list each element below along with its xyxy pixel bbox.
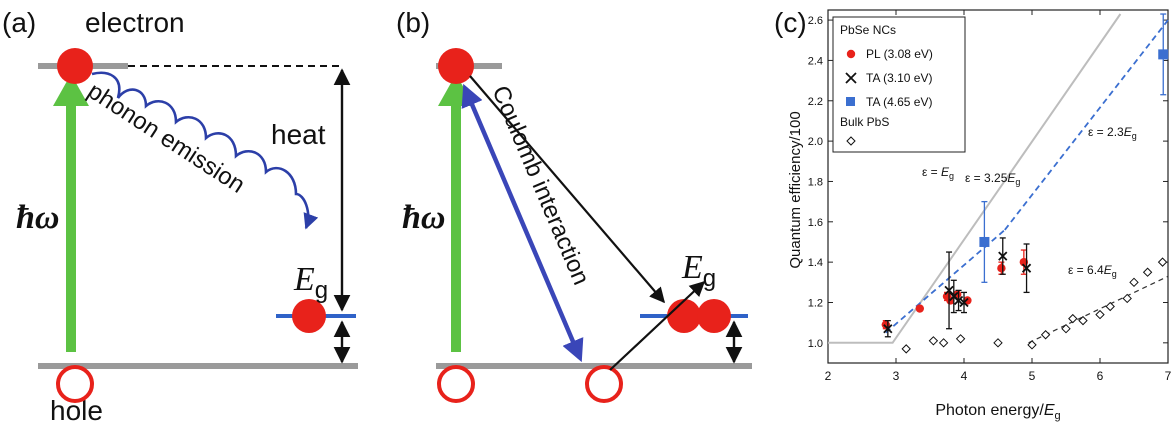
legend-title: PbSe NCs — [840, 23, 896, 37]
y-tick-label: 2.4 — [808, 55, 823, 67]
coulomb-arrow — [461, 83, 584, 363]
legend: PbSe NCs PL (3.08 eV) TA (3.10 eV) TA (4… — [832, 16, 966, 153]
excitation-arrow — [609, 280, 706, 371]
electron-relaxed — [292, 299, 326, 333]
ta310-point — [959, 297, 969, 308]
legend-bulk-marker — [846, 136, 856, 146]
y-tick-label: 2.0 — [808, 136, 823, 148]
panel-c-tag: (c) — [774, 7, 807, 38]
hole-circle — [56, 365, 94, 403]
phonon-emission-label: phonon emission — [83, 77, 250, 198]
bulk-point — [1105, 301, 1115, 312]
bulk-point — [1040, 330, 1051, 340]
bulk-point — [1142, 267, 1153, 277]
x-axis-label: Photon energy/Eg — [935, 402, 1060, 422]
electron-relaxed-b1 — [667, 299, 701, 333]
gap-label-a: Eg — [293, 261, 328, 304]
photon-arrow-shaft-b — [451, 102, 461, 352]
quantum-efficiency-chart: 2 3 4 5 6 7 1.0 1.2 1.4 1.6 1.8 2.0 2.2 2.4 2.6 — [808, 9, 1171, 383]
ta310-point — [998, 251, 1008, 261]
x-tick-label: 5 — [1029, 369, 1036, 383]
bulk-point — [938, 338, 949, 348]
ta310-point — [883, 324, 893, 334]
annotation-eps-eg: ε = Eg — [922, 165, 954, 181]
panel-c: (c) 2 3 4 5 6 7 1.0 1.2 1.4 1.6 1.8 2.0 2.2 2.4 2.6 Ph… — [774, 7, 1171, 422]
pl-point — [915, 304, 924, 313]
legend-pl-label: PL (3.08 eV) — [866, 47, 933, 61]
y-tick-label: 1.4 — [808, 257, 823, 269]
phonon-emission-path — [91, 71, 319, 230]
ta310-point — [1021, 263, 1032, 273]
bulk-point — [1095, 309, 1105, 320]
hole-circle-b — [437, 365, 475, 403]
coulomb-interaction-label: Coulomb interaction — [486, 82, 594, 289]
panel-a: (a) electron hole phonon emission heat ħ… — [2, 7, 358, 426]
y-axis-label: Quantum efficiency/100 — [787, 111, 804, 268]
y-tick-label: 1.2 — [808, 297, 823, 309]
annotation-eps-23: ε = 2.3Eg — [1088, 125, 1137, 141]
y-tick-label: 2.6 — [808, 15, 823, 27]
legend-ta310-label: TA (3.10 eV) — [866, 71, 932, 85]
bulk-point — [1122, 293, 1132, 304]
plot-frame — [827, 9, 1169, 364]
second-hole-circle — [585, 365, 623, 403]
legend-pl-marker — [846, 49, 856, 59]
x-tick-label: 3 — [893, 369, 900, 383]
y-tick-label: 2.2 — [808, 96, 823, 108]
bulk-point — [928, 336, 939, 346]
y-tick-label: 1.8 — [808, 176, 823, 188]
bulk-point — [955, 334, 966, 344]
legend-ta465-marker — [846, 97, 855, 106]
bulk-point — [1068, 313, 1078, 324]
line-eg — [828, 13, 1122, 344]
annotation-eps-64: ε = 6.4Eg — [1068, 263, 1117, 279]
ta310-point — [944, 285, 954, 296]
ta310-point — [953, 295, 964, 306]
axis-ticks: 2 3 4 5 6 7 1.0 1.2 1.4 1.6 1.8 2.0 2.2 2.4 2.6 — [808, 10, 1171, 383]
hbar-omega-label-b: ħω — [402, 199, 446, 236]
panel-a-tag: (a) — [2, 7, 36, 38]
electron-hot-b — [438, 48, 474, 84]
bulk-point — [1078, 315, 1088, 326]
legend-ta465-label: TA (4.65 eV) — [866, 95, 932, 109]
bulk-point — [1157, 257, 1168, 267]
electron-hot — [57, 48, 93, 84]
heat-label: heat — [271, 119, 326, 150]
panel-b-tag: (b) — [396, 7, 430, 38]
bulk-point — [1129, 277, 1139, 288]
legend-box — [832, 16, 966, 153]
bulk-point — [901, 344, 911, 354]
bulk-point — [1061, 324, 1071, 334]
bulk-point — [1027, 340, 1037, 350]
gap-label-b: Eg — [681, 249, 716, 292]
photon-arrow-head — [53, 74, 89, 106]
line-fit23 — [1004, 19, 1169, 231]
electron-label: electron — [85, 7, 185, 38]
ta465-point — [1158, 49, 1169, 60]
y-tick-label: 1.6 — [808, 217, 823, 229]
x-tick-label: 4 — [961, 369, 968, 383]
x-tick-label: 7 — [1165, 369, 1171, 383]
annotation-eps-325: ε = 3.25Eg — [965, 171, 1020, 187]
hbar-omega-label: ħω — [16, 199, 60, 236]
x-tick-label: 2 — [825, 369, 832, 383]
y-tick-label: 1.0 — [808, 338, 823, 350]
bulk-point — [993, 338, 1003, 348]
pl-point — [997, 263, 1006, 273]
legend-ta310-marker — [845, 72, 857, 84]
photon-arrow-shaft — [66, 102, 76, 352]
line-fit64 — [1028, 275, 1169, 344]
data-marks — [881, 13, 1169, 354]
ta465-point — [979, 236, 990, 247]
panel-b: (b) Coulomb interaction ħω Eg — [396, 7, 752, 403]
x-tick-label: 6 — [1097, 369, 1104, 383]
electron-relaxed-b2 — [697, 299, 731, 333]
legend-bulk-label: Bulk PbS — [840, 115, 889, 129]
